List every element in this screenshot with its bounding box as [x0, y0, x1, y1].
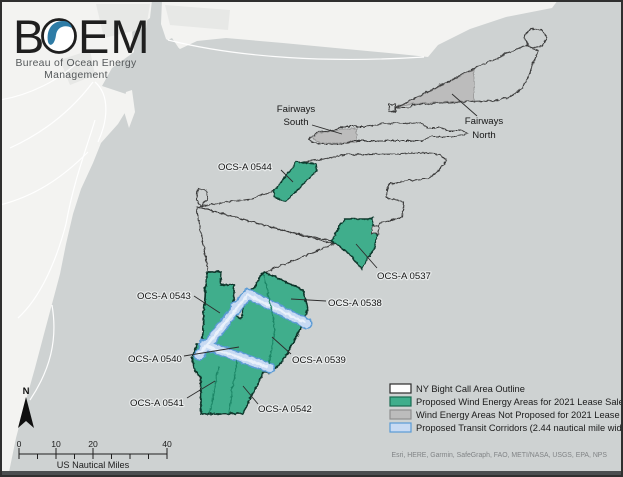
- logo-subtitle-line1: Bureau of Ocean Energy: [16, 58, 137, 69]
- call-area-layer: [190, 27, 547, 414]
- bottom-border-band: [0, 471, 623, 477]
- label-leaders: [183, 93, 478, 405]
- logo-wave-icon: [47, 21, 72, 45]
- label-ocs-a-0537: OCS-A 0537: [377, 271, 431, 282]
- transit-corridors: [192, 287, 312, 373]
- wea-ocs-a-0544: [272, 160, 317, 202]
- legend-label-not-proposed: Wind Energy Areas Not Proposed for 2021 …: [416, 410, 623, 420]
- boem-logo: B EM Bureau of Ocean Energy Management: [13, 10, 151, 81]
- sandy-hook-spit: [123, 90, 135, 128]
- call-area-notch: [370, 224, 379, 234]
- legend-swatch-call-area: [389, 383, 412, 394]
- label-ocs-a-0538: OCS-A 0538: [328, 298, 382, 309]
- label-ocs-a-0543: OCS-A 0543: [137, 291, 191, 302]
- small-call-area-block: [387, 103, 396, 112]
- map-labels: OCS-A 0544 OCS-A 0537 OCS-A 0543 OCS-A 0…: [127, 103, 505, 416]
- label-fairways-north-line2: North: [472, 130, 495, 141]
- north-arrow-icon: [18, 397, 34, 428]
- legend-label-call-area: NY Bight Call Area Outline: [416, 384, 525, 394]
- scale-bar-caption: US Nautical Miles: [57, 460, 130, 470]
- label-ocs-a-0544: OCS-A 0544: [218, 162, 273, 173]
- legend-swatch-proposed-wea: [389, 396, 412, 407]
- label-ocs-a-0542: OCS-A 0542: [258, 404, 312, 415]
- scale-tick-20: 20: [88, 439, 98, 449]
- north-arrow: N: [18, 386, 34, 428]
- label-fairways-south-line1: Fairways: [277, 104, 316, 115]
- label-fairways-north-line1: Fairways: [465, 116, 504, 127]
- scale-tick-0: 0: [17, 439, 22, 449]
- label-ocs-a-0541: OCS-A 0541: [130, 398, 184, 409]
- fairways-south-gray-fill: [311, 127, 357, 143]
- label-ocs-a-0540: OCS-A 0540: [128, 354, 182, 365]
- scale-bar: 0 10 20 40 US Nautical Miles: [17, 439, 172, 470]
- urban-area-nyc: [96, 4, 150, 38]
- logo-letters-em: EM: [78, 10, 151, 63]
- legend-label-transit-corridors: Proposed Transit Corridors (2.44 nautica…: [416, 423, 623, 433]
- urban-area-nj: [60, 50, 95, 85]
- land-new-jersey: [0, 0, 152, 477]
- legend-swatch-transit-corridors: [389, 422, 412, 433]
- raritan-bay: [127, 38, 180, 92]
- north-arrow-n: N: [23, 386, 30, 397]
- urban-area-li: [165, 5, 230, 30]
- scale-tick-40: 40: [162, 439, 172, 449]
- logo-subtitle-line2: Management: [44, 70, 108, 81]
- legend: NY Bight Call Area Outline Proposed Wind…: [389, 383, 623, 433]
- logo-letter-b: B: [13, 10, 45, 63]
- basemap-land: [0, 0, 558, 477]
- lease-area-boundaries: [208, 273, 275, 414]
- call-area-sliver: [195, 187, 209, 207]
- fairways-south-outline: [308, 121, 469, 144]
- scale-tick-10: 10: [51, 439, 61, 449]
- label-ocs-a-0539: OCS-A 0539: [292, 355, 346, 366]
- basemap-attribution: Esri, HERE, Garmin, SafeGraph, FAO, METI…: [392, 452, 608, 459]
- legend-label-proposed-wea: Proposed Wind Energy Areas for 2021 Leas…: [416, 397, 623, 407]
- land-long-island: [161, 0, 558, 57]
- basemap-roads: [0, 39, 425, 401]
- fairways-north-outline: [394, 27, 547, 108]
- scale-bar-line: [18, 448, 168, 459]
- legend-swatch-not-proposed: [389, 409, 412, 420]
- label-fairways-south-line2: South: [283, 117, 308, 128]
